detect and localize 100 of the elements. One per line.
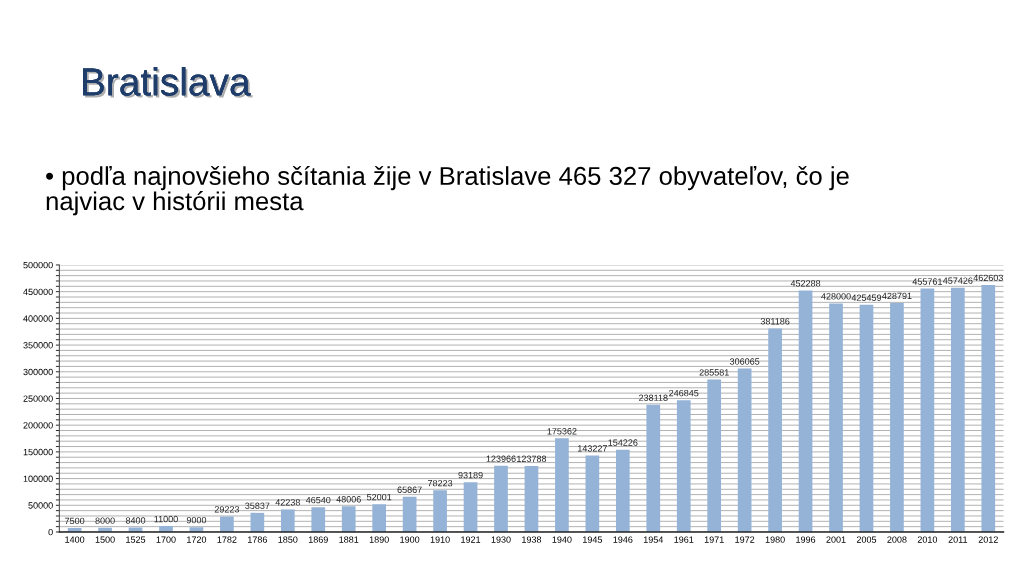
- x-tick-label: 1910: [430, 536, 450, 543]
- data-label: 78223: [428, 479, 453, 487]
- y-tick-label: 200000: [23, 422, 53, 429]
- x-tick-label: 1980: [765, 536, 785, 543]
- bar: [920, 288, 935, 532]
- data-label: 154226: [608, 439, 638, 446]
- data-label: 46540: [305, 496, 331, 504]
- x-tick-label: 1921: [461, 536, 481, 543]
- x-tick-label: 1869: [308, 536, 328, 543]
- x-tick-label: 1940: [552, 536, 572, 543]
- x-tick-label: 1881: [339, 536, 359, 543]
- data-label: 457426: [942, 277, 973, 284]
- x-tick-label: 1890: [369, 536, 389, 543]
- bar: [433, 490, 447, 532]
- x-tick-label: 1400: [65, 536, 85, 543]
- y-tick-label: 0: [48, 528, 53, 536]
- y-tick-label: 500000: [23, 261, 53, 269]
- chart-title: Bratislava: [83, 67, 253, 98]
- x-tick-label: 1938: [522, 536, 542, 543]
- data-label: 29223: [214, 506, 240, 513]
- y-tick-label: 250000: [23, 395, 53, 402]
- x-tick-label: 1954: [643, 536, 664, 543]
- x-tick-label: 2001: [826, 536, 846, 543]
- y-tick-label: 350000: [23, 342, 53, 349]
- chart-subtitle: • podľa najnovšieho sčítania žije v Bratislave 465 327 obyvateľov, čo je najviac v histórii mesta: [46, 165, 849, 216]
- bar: [524, 465, 539, 532]
- x-tick-label: 1900: [400, 536, 420, 543]
- x-tick-label: 1850: [278, 536, 298, 543]
- bar: [676, 400, 691, 532]
- y-tick-label: 400000: [23, 315, 53, 322]
- y-tick-label: 50000: [28, 502, 53, 509]
- data-label: 65867: [397, 486, 422, 493]
- bar: [646, 404, 661, 532]
- bar: [220, 516, 234, 532]
- bar: [707, 379, 722, 532]
- data-label: 123788: [517, 455, 547, 463]
- data-label: 8400: [125, 517, 146, 524]
- x-tick-label: 1971: [704, 536, 724, 543]
- bar: [950, 287, 965, 532]
- x-tick-label: 1930: [491, 536, 511, 543]
- bar: [859, 304, 874, 532]
- data-label: 306065: [729, 358, 760, 365]
- y-tick-label: 450000: [23, 288, 53, 296]
- data-label: 285581: [699, 369, 729, 376]
- data-label: 238118: [639, 394, 668, 401]
- x-tick-label: 1786: [248, 536, 267, 543]
- bar: [402, 496, 417, 532]
- data-label: 9000: [186, 516, 207, 524]
- x-tick-label: 1945: [583, 536, 603, 543]
- bar: [768, 328, 782, 532]
- bar: [372, 504, 387, 532]
- data-label: 8000: [95, 517, 115, 524]
- bar: [585, 455, 600, 532]
- x-tick-label: 2010: [917, 536, 938, 543]
- y-tick-label: 100000: [23, 475, 53, 482]
- x-tick-label: 1700: [156, 536, 176, 543]
- x-tick-label: 1782: [217, 536, 237, 543]
- data-label: 35837: [245, 502, 270, 509]
- y-tick-label: 150000: [23, 448, 53, 456]
- x-tick-label: 2005: [856, 536, 877, 543]
- bar: [280, 509, 295, 532]
- data-label: 462603: [973, 274, 1003, 282]
- data-label: 143227: [577, 445, 607, 452]
- data-label: 123966: [486, 455, 516, 462]
- bar: [890, 302, 904, 532]
- bar: [615, 449, 630, 532]
- bar: [311, 507, 326, 532]
- data-label: 381186: [760, 318, 790, 325]
- x-tick-label: 1500: [95, 536, 115, 543]
- y-tick-label: 300000: [23, 368, 53, 376]
- x-tick-label: 1996: [796, 536, 816, 543]
- bar: [981, 284, 996, 532]
- data-label: 52001: [366, 493, 392, 501]
- data-label: 246845: [669, 389, 699, 397]
- data-label: 93189: [458, 471, 483, 479]
- bar: [341, 506, 356, 532]
- bar: [494, 465, 508, 532]
- data-label: 175362: [547, 428, 577, 435]
- x-tick-label: 1720: [187, 536, 207, 543]
- bar: [463, 482, 478, 532]
- bar: [829, 303, 843, 532]
- bar: [798, 290, 813, 532]
- x-tick-label: 1946: [613, 536, 633, 543]
- bar: [737, 368, 752, 532]
- x-tick-label: 1525: [126, 536, 146, 543]
- data-label: 455761: [912, 278, 942, 285]
- x-tick-label: 2011: [948, 536, 968, 543]
- data-label: 452288: [790, 280, 821, 287]
- data-label: 42238: [275, 499, 300, 506]
- data-label: 48006: [336, 496, 361, 503]
- data-label: 7500: [65, 517, 85, 525]
- data-label: 428791: [882, 292, 912, 300]
- x-tick-label: 2012: [978, 536, 998, 543]
- bar: [555, 438, 569, 532]
- data-label: 425459: [851, 294, 882, 301]
- x-tick-label: 2008: [887, 536, 907, 543]
- data-label: 11000: [154, 515, 178, 523]
- x-tick-label: 1972: [735, 536, 755, 543]
- data-label: 428000: [821, 293, 851, 300]
- x-tick-label: 1961: [674, 536, 694, 543]
